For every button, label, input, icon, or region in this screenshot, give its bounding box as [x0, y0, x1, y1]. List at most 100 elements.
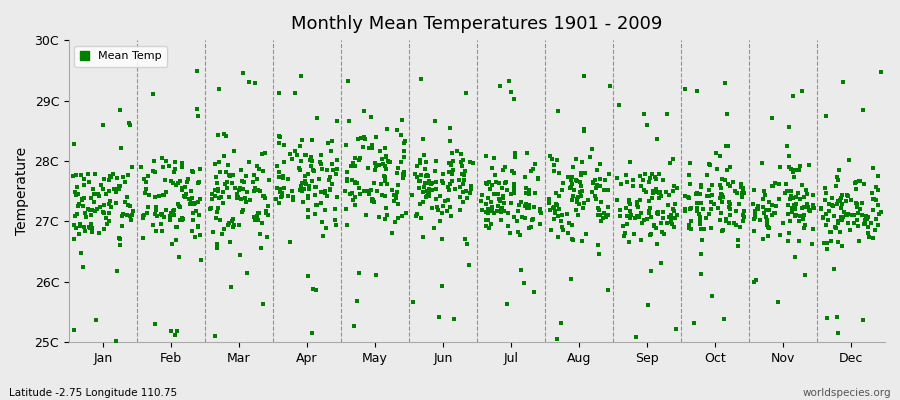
Point [580, 197, 595, 204]
Point [323, 187, 338, 193]
Point [274, 193, 289, 200]
Point [825, 203, 840, 209]
Point [212, 86, 226, 92]
Point [483, 198, 498, 205]
Point [258, 150, 273, 156]
Point [250, 176, 265, 182]
Point [660, 111, 674, 117]
Point [826, 266, 841, 273]
Point [390, 170, 404, 176]
Point [793, 163, 807, 169]
Point [638, 170, 652, 177]
Point [637, 111, 652, 117]
Point [518, 215, 533, 222]
Point [352, 270, 366, 276]
Point [181, 176, 195, 182]
Point [66, 173, 80, 180]
Point [391, 127, 405, 133]
Point [647, 223, 662, 230]
Point [288, 89, 302, 96]
Point [518, 203, 533, 209]
Point [629, 198, 643, 205]
Point [295, 180, 310, 186]
Point [507, 184, 521, 190]
Point [342, 118, 356, 125]
Point [357, 134, 372, 140]
Point [619, 205, 634, 211]
Point [92, 193, 106, 199]
Point [398, 138, 412, 144]
Point [747, 216, 761, 222]
Point [67, 326, 81, 333]
Point [524, 168, 538, 174]
Point [397, 168, 411, 175]
Point [569, 207, 583, 213]
Point [563, 185, 578, 191]
Point [610, 197, 625, 204]
Point [457, 172, 472, 178]
Point [593, 218, 608, 224]
Point [550, 157, 564, 164]
Text: worldspecies.org: worldspecies.org [803, 388, 891, 398]
Point [367, 199, 382, 205]
Point [302, 183, 316, 189]
Point [69, 225, 84, 232]
Point [90, 206, 104, 212]
Point [664, 219, 679, 225]
Point [474, 198, 489, 204]
Point [205, 191, 220, 198]
Point [258, 209, 273, 216]
Point [642, 198, 656, 204]
Point [850, 204, 864, 210]
Point [348, 194, 363, 200]
Point [565, 236, 580, 243]
Point [694, 226, 708, 232]
Point [114, 145, 129, 151]
Point [276, 185, 291, 192]
Point [212, 132, 226, 138]
Point [479, 180, 493, 187]
Point [792, 218, 806, 224]
Point [217, 226, 231, 232]
Point [644, 214, 659, 220]
Point [715, 198, 729, 205]
Point [700, 172, 715, 178]
Point [411, 184, 426, 191]
Point [330, 157, 345, 164]
Point [305, 178, 320, 184]
Point [354, 134, 368, 141]
Point [330, 194, 345, 200]
Point [782, 153, 796, 160]
Point [562, 220, 576, 226]
Point [76, 264, 91, 270]
Point [321, 176, 336, 183]
Point [233, 252, 248, 258]
Point [397, 140, 411, 146]
Point [139, 186, 153, 192]
Point [758, 192, 772, 199]
Point [616, 223, 630, 230]
Point [102, 201, 116, 207]
Point [364, 187, 379, 194]
Point [175, 215, 189, 221]
Point [663, 160, 678, 166]
Point [228, 184, 242, 191]
Point [68, 189, 82, 195]
Point [391, 182, 405, 188]
Point [575, 204, 590, 211]
Point [495, 205, 509, 212]
Point [178, 191, 193, 198]
Point [421, 193, 436, 200]
Point [225, 180, 239, 186]
Point [694, 251, 708, 258]
Point [664, 215, 679, 222]
Point [460, 241, 474, 247]
Point [723, 164, 737, 170]
Point [806, 226, 821, 232]
Point [140, 210, 155, 216]
Point [654, 193, 669, 199]
Point [309, 201, 323, 208]
Point [834, 216, 849, 223]
Point [269, 196, 284, 202]
Point [314, 161, 328, 168]
